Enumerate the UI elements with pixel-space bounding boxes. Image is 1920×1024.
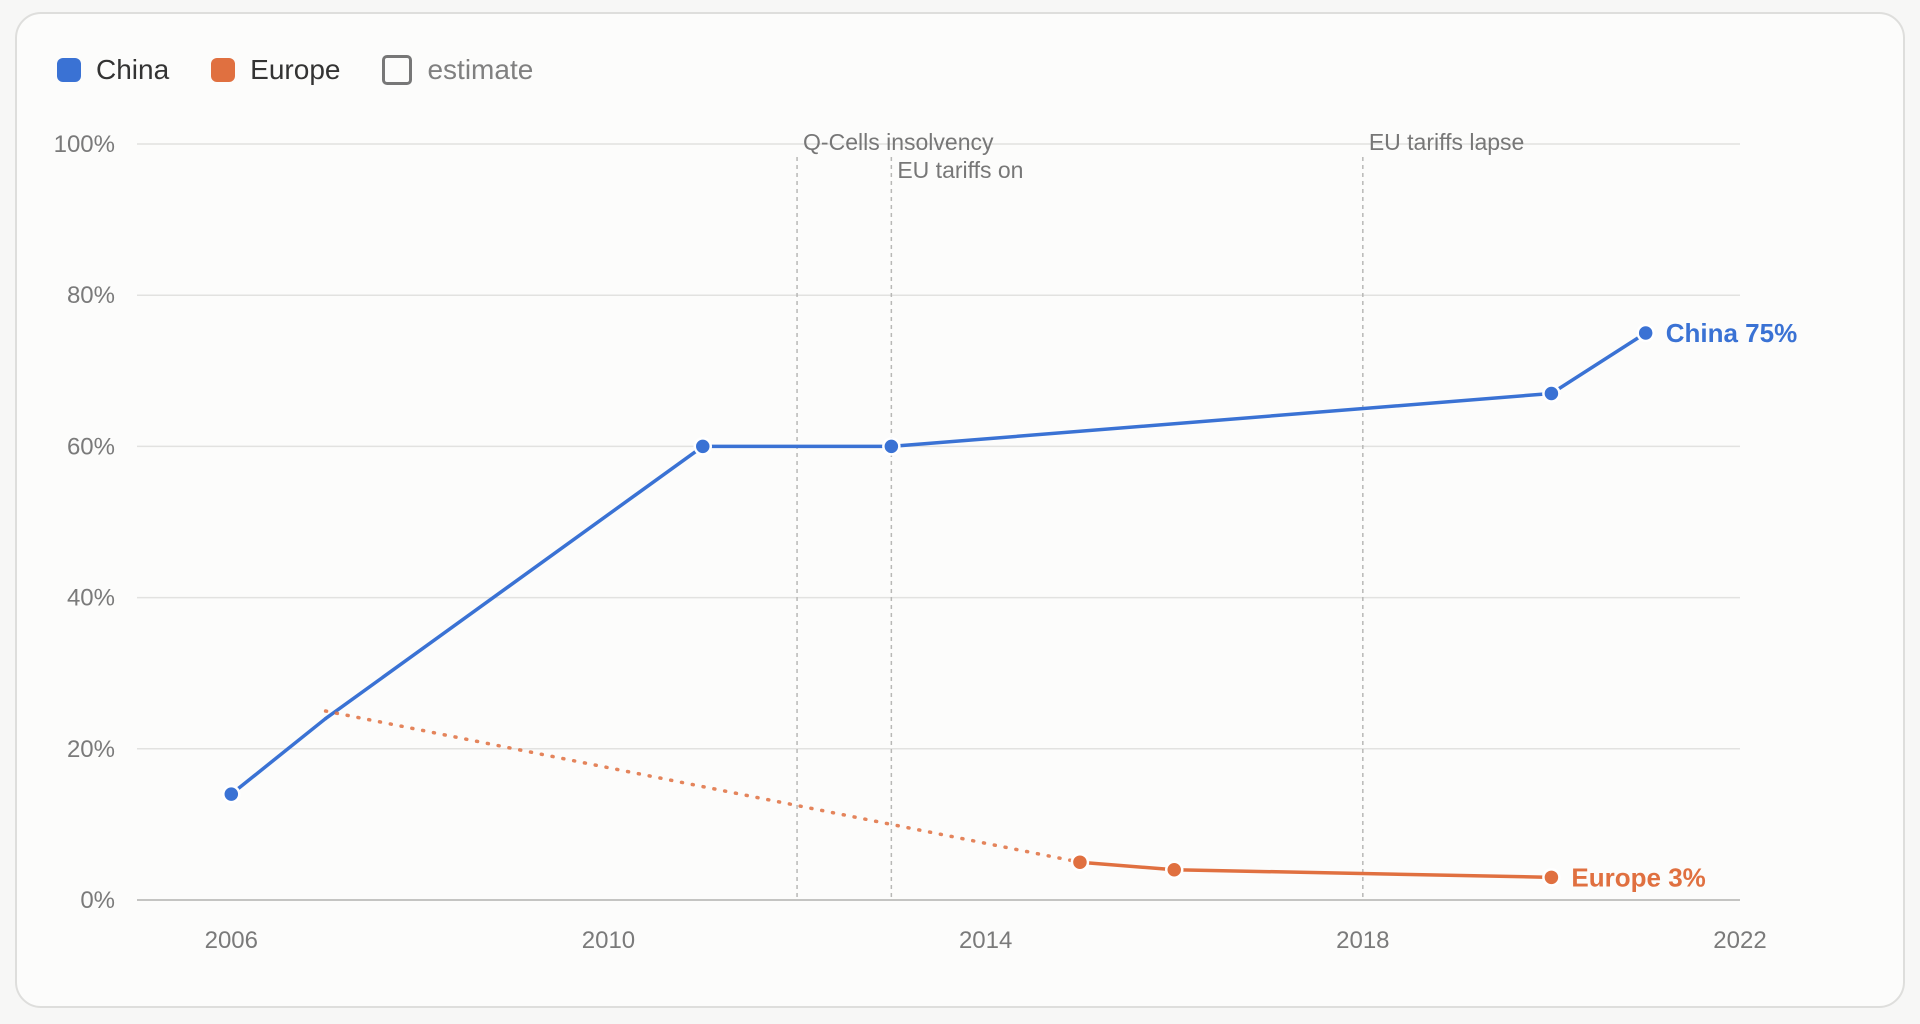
- europe-swatch-icon: [211, 58, 236, 82]
- europe-point: [1542, 868, 1561, 887]
- china-point: [1636, 323, 1655, 343]
- legend-label-estimate: estimate: [427, 54, 534, 85]
- y-tick-label: 40%: [67, 585, 115, 612]
- china-line-segment: [889, 391, 1554, 449]
- annotation-label: Q-Cells insolvency: [803, 129, 994, 155]
- legend-item-china[interactable]: China: [57, 54, 169, 86]
- europe-line-segment: [1172, 868, 1554, 880]
- china-swatch-icon: [57, 58, 81, 82]
- x-tick-label: 2018: [1336, 927, 1389, 954]
- y-tick-label: 0%: [80, 887, 115, 914]
- china-line-segment: [323, 444, 705, 721]
- y-tick-label: 20%: [67, 736, 115, 763]
- china-line-segment: [1549, 331, 1648, 396]
- y-tick-label: 80%: [67, 282, 115, 309]
- legend-item-europe[interactable]: Europe: [211, 54, 340, 86]
- annotation-label: EU tariffs lapse: [1369, 129, 1525, 155]
- x-tick-label: 2006: [205, 927, 258, 954]
- china-point: [222, 784, 241, 804]
- europe-point: [1070, 852, 1090, 872]
- europe-point: [1164, 860, 1184, 880]
- annotation-label: EU tariffs on: [897, 157, 1023, 183]
- china-line-segment: [229, 716, 328, 796]
- chart-card: China Europe estimate: [15, 12, 1905, 1008]
- legend-label-europe: Europe: [250, 54, 341, 85]
- legend-label-china: China: [96, 54, 170, 85]
- estimate-swatch-icon: [382, 55, 413, 85]
- legend-item-estimate[interactable]: estimate: [382, 54, 533, 86]
- europe-line-segment: [1078, 860, 1176, 872]
- china-end-label: China 75%: [1666, 318, 1798, 348]
- europe-line-segment: [323, 709, 1082, 864]
- china-point: [882, 437, 901, 456]
- europe-end-label: Europe 3%: [1571, 862, 1705, 892]
- china-point: [1542, 384, 1561, 403]
- legend: China Europe estimate: [57, 50, 575, 90]
- x-tick-label: 2010: [582, 927, 635, 954]
- x-tick-label: 2014: [959, 927, 1012, 954]
- x-tick-label: 2022: [1713, 927, 1766, 954]
- y-tick-label: 100%: [54, 131, 115, 158]
- china-point: [693, 437, 713, 456]
- y-tick-label: 60%: [67, 433, 115, 460]
